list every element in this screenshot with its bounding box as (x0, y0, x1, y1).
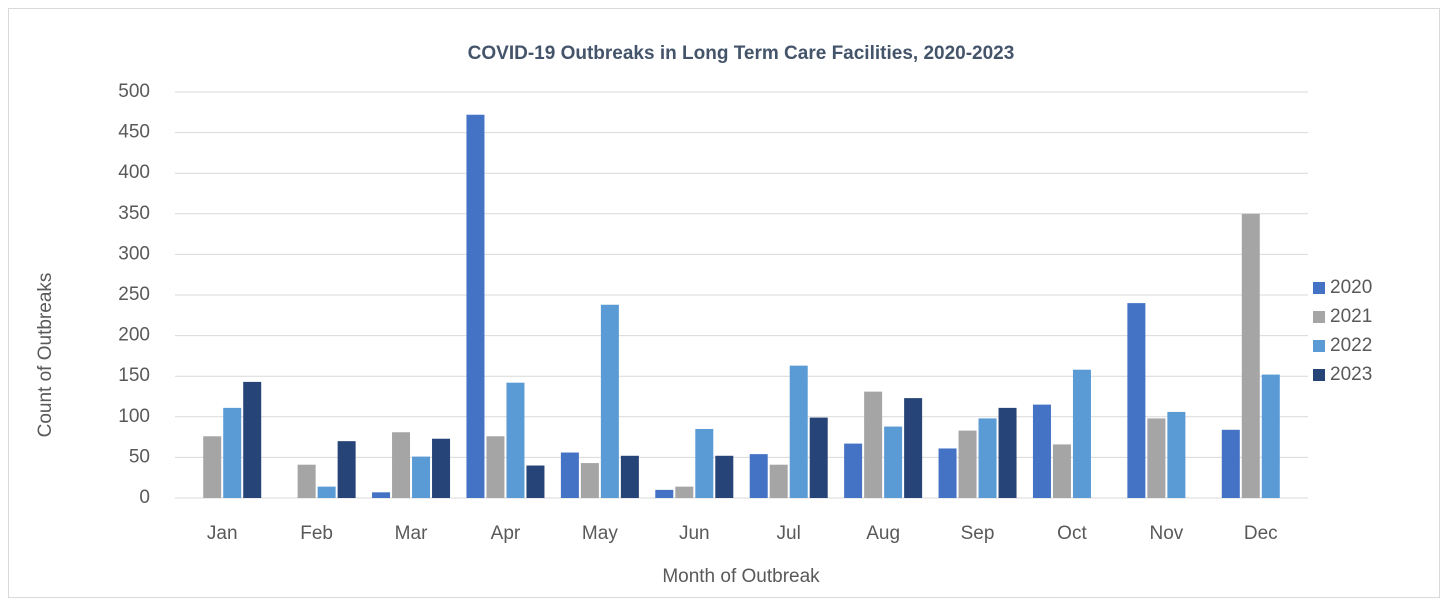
bar (1052, 444, 1071, 498)
y-tick-label: 50 (129, 446, 150, 467)
y-tick-label: 250 (118, 284, 150, 305)
bar (243, 381, 262, 498)
bar (789, 365, 808, 498)
bar (998, 407, 1017, 498)
bar (978, 418, 997, 498)
legend-swatch (1313, 282, 1325, 294)
bar (1032, 404, 1051, 498)
y-tick-label: 0 (139, 487, 150, 508)
bar (526, 465, 545, 498)
bar (1167, 411, 1186, 498)
bar (958, 430, 977, 498)
bar (675, 486, 694, 498)
chart-title: COVID-19 Outbreaks in Long Term Care Fac… (468, 43, 1015, 64)
bar (749, 454, 768, 498)
bar (432, 438, 451, 498)
bar (506, 382, 525, 498)
legend-swatch (1313, 340, 1325, 352)
y-tick-label: 150 (118, 365, 150, 386)
bar (844, 443, 863, 498)
bar (620, 455, 639, 498)
bar (1221, 429, 1240, 498)
legend-label: 2023 (1330, 364, 1372, 385)
bar (600, 304, 619, 498)
legend-swatch (1313, 311, 1325, 323)
y-tick-label: 500 (118, 81, 150, 102)
legend-label: 2022 (1330, 335, 1372, 356)
bar (884, 426, 903, 498)
bar (655, 489, 674, 498)
bar (486, 436, 505, 498)
x-tick-label: Aug (866, 523, 900, 544)
x-tick-label: Dec (1244, 523, 1278, 544)
bar (337, 441, 356, 498)
x-tick-label: Jul (777, 523, 801, 544)
bar (1127, 303, 1146, 498)
legend-swatch (1313, 369, 1325, 381)
bar (1147, 418, 1166, 498)
y-tick-label: 300 (118, 243, 150, 264)
y-tick-label: 350 (118, 203, 150, 224)
x-tick-label: May (582, 523, 618, 544)
bar (1072, 369, 1091, 498)
y-tick-label: 100 (118, 406, 150, 427)
x-tick-label: Feb (300, 523, 333, 544)
y-axis-title: Count of Outbreaks (35, 273, 56, 438)
y-tick-label: 450 (118, 122, 150, 143)
bar (1241, 213, 1260, 499)
bar (412, 456, 431, 498)
bar (715, 455, 734, 498)
x-axis-title: Month of Outbreak (662, 566, 820, 587)
chart-border (8, 8, 1440, 598)
x-tick-label: Oct (1057, 523, 1087, 544)
bar (695, 428, 714, 498)
bar (864, 391, 883, 498)
x-tick-label: Mar (395, 523, 428, 544)
x-tick-label: Jan (207, 523, 238, 544)
bar (466, 114, 485, 499)
bar (203, 436, 222, 498)
bar (223, 407, 242, 498)
x-tick-label: Sep (961, 523, 995, 544)
bar (317, 486, 336, 498)
bar (769, 464, 788, 498)
y-tick-label: 200 (118, 325, 150, 346)
bar (580, 463, 599, 498)
x-tick-label: Nov (1149, 523, 1183, 544)
bar (904, 398, 923, 498)
bar (297, 464, 316, 498)
x-tick-label: Jun (679, 523, 710, 544)
y-tick-label: 400 (118, 162, 150, 183)
bar (1261, 374, 1280, 498)
bar (938, 448, 957, 498)
legend-label: 2020 (1330, 277, 1372, 298)
x-tick-label: Apr (491, 523, 521, 544)
bar (372, 492, 391, 498)
bar (560, 452, 579, 498)
bar (809, 417, 828, 498)
bar (392, 432, 411, 498)
legend-label: 2021 (1330, 306, 1372, 327)
